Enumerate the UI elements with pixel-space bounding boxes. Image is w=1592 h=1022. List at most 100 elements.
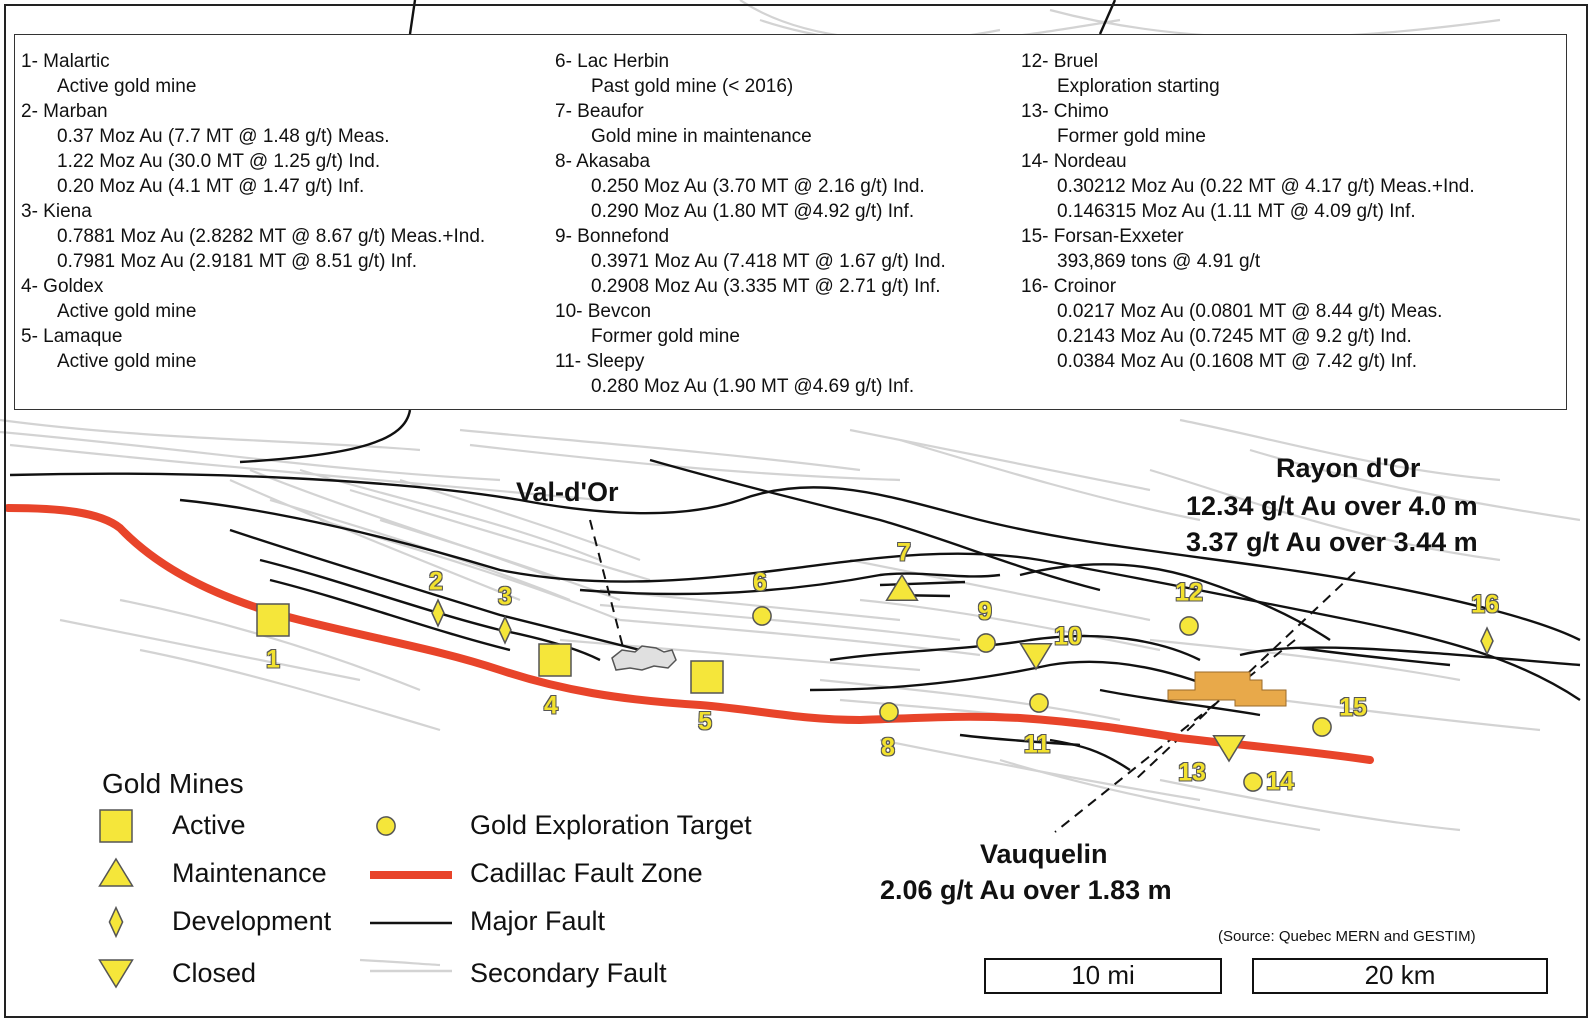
site-entry-detail: 0.2908 Moz Au (3.335 MT @ 2.71 g/t) Inf. — [591, 276, 941, 297]
active-mine-symbol — [690, 660, 724, 694]
site-entry-detail: 0.290 Moz Au (1.80 MT @4.92 g/t) Inf. — [591, 201, 915, 222]
site-entry-detail: 0.2143 Moz Au (0.7245 MT @ 9.2 g/t) Ind. — [1057, 326, 1412, 347]
site-number-label: 16 — [1471, 590, 1499, 619]
site-entry-name: 7- Beaufor — [555, 101, 644, 122]
exploration-target-symbol — [976, 633, 996, 653]
secondary-fault-line — [599, 603, 961, 642]
exploration-target-symbol — [1029, 693, 1049, 713]
secondary-fault-line — [1149, 638, 1461, 682]
secondary-fault-line — [349, 488, 651, 582]
site-number-label: 13 — [1178, 758, 1206, 787]
site-number-label: 8 — [881, 733, 895, 762]
site-entry-detail: 0.280 Moz Au (1.90 MT @4.69 g/t) Inf. — [591, 376, 915, 397]
secondary-fault-line — [1149, 468, 1501, 562]
secondary-fault-line — [0, 430, 501, 482]
secondary-faults — [0, 0, 1581, 967]
exploration-target-symbol — [1243, 772, 1263, 792]
site-entry-detail: 0.0217 Moz Au (0.0801 MT @ 8.44 g/t) Mea… — [1057, 301, 1443, 322]
site-entry-name: 11- Sleepy — [555, 351, 645, 372]
site-entry-name: 10- Bevcon — [555, 301, 652, 322]
site-entry-detail: 0.20 Moz Au (4.1 MT @ 1.47 g/t) Inf. — [57, 176, 365, 197]
info-column-1: 1- Malartic Active gold mine 2- Marban 0.37… — [21, 49, 485, 374]
site-entry-detail: 0.3971 Moz Au (7.418 MT @ 1.67 g/t) Ind. — [591, 251, 946, 272]
secondary-fault-line — [849, 558, 1151, 622]
closed-mine-symbol — [1212, 735, 1246, 763]
secondary-fault-line — [819, 678, 1121, 722]
major-fault-line — [1049, 738, 1131, 771]
exploration-target-symbol — [879, 702, 899, 722]
exploration-target-symbol — [1179, 616, 1199, 636]
site-number-label: 5 — [698, 707, 712, 736]
val-dor-leader-line — [589, 519, 626, 656]
legend-maintenance-label: Maintenance — [172, 858, 327, 888]
source-note: (Source: Quebec MERN and GESTIM) — [1218, 928, 1476, 945]
site-entry-detail: 0.7881 Moz Au (2.8282 MT @ 8.67 g/t) Mea… — [57, 226, 486, 247]
major-fault-line — [649, 458, 1101, 592]
development-mine-symbol — [431, 598, 445, 628]
info-column-3: 12- Bruel Exploration starting 13- Chimo Fo… — [1021, 49, 1475, 374]
site-number-label: 7 — [897, 538, 911, 567]
val-dor-city-outline — [611, 645, 677, 671]
secondary-fault-line — [459, 428, 861, 472]
exploration-target-symbol — [752, 606, 772, 626]
cadillac-fault-zone — [4, 504, 1374, 764]
secondary-fault-line — [229, 478, 521, 602]
maintenance-mine-symbol — [98, 857, 134, 887]
site-entry-detail: 0.146315 Moz Au (1.11 MT @ 4.09 g/t) Inf… — [1057, 201, 1416, 222]
major-fault-line — [809, 660, 1221, 692]
vauquelin-result: 2.06 g/t Au over 1.83 m — [880, 875, 1172, 905]
site-number-label: 4 — [544, 691, 558, 720]
secondary-fault-line — [139, 648, 441, 732]
site-number-label: 1 — [266, 645, 280, 674]
secondary-fault-line — [559, 638, 921, 672]
site-entry-name: 5- Lamaque — [21, 326, 123, 347]
legend-closed-label: Closed — [172, 958, 257, 988]
site-number-label: 10 — [1054, 622, 1082, 651]
secondary-fault-line — [359, 958, 441, 967]
site-entry-detail: Gold mine in maintenance — [591, 126, 812, 147]
site-info-panel: 1- Malartic Active gold mine 2- Marban 0.37… — [14, 34, 1567, 410]
maintenance-mine-symbol — [885, 573, 919, 601]
site-entry-name: 9- Bonnefond — [555, 226, 670, 247]
legend-symbols — [98, 809, 452, 989]
major-fault-line — [829, 634, 1201, 662]
site-number-label: 15 — [1339, 693, 1367, 722]
site-entry-detail: 0.37 Moz Au (7.7 MT @ 1.48 g/t) Meas. — [57, 126, 390, 147]
major-fault-line — [9, 472, 1581, 642]
major-fault-line — [269, 578, 511, 652]
secondary-fault-line — [899, 438, 1201, 522]
site-number-label: 11 — [1023, 730, 1051, 759]
legend-cadillac-label: Cadillac Fault Zone — [470, 858, 703, 888]
site-number-label: 14 — [1266, 767, 1294, 796]
major-fault-line — [579, 572, 1001, 596]
secondary-fault-line — [1179, 418, 1501, 482]
site-entry-name: 4- Goldex — [21, 276, 104, 297]
major-fault-line — [259, 558, 601, 662]
site-entry-detail: Active gold mine — [57, 351, 197, 372]
site-entry-name: 14- Nordeau — [1021, 151, 1127, 172]
site-entry-detail: Exploration starting — [1057, 76, 1220, 97]
secondary-fault-line — [1159, 778, 1461, 832]
closed-mine-symbol — [1019, 643, 1053, 671]
development-mine-symbol — [1480, 626, 1494, 656]
major-fault-line — [959, 733, 1081, 747]
site-entry-detail: 0.7981 Moz Au (2.9181 MT @ 8.51 g/t) Inf… — [57, 251, 418, 272]
closed-mine-symbol — [98, 959, 134, 989]
major-fault-line — [179, 498, 1581, 701]
exploration-target-symbol — [376, 816, 396, 836]
major-faults — [9, 0, 1581, 771]
info-column-2: 6- Lac Herbin Past gold mine (< 2016) 7- B… — [555, 49, 946, 399]
major-fault-line — [1299, 646, 1451, 667]
secondary-fault-line — [9, 443, 601, 502]
major-fault-line — [1239, 646, 1581, 667]
site-entry-name: 3- Kiena — [21, 201, 92, 222]
site-entry-detail: 1.22 Moz Au (30.0 MT @ 1.25 g/t) Ind. — [57, 151, 381, 172]
legend-development-label: Development — [172, 906, 332, 936]
site-number-label: 12 — [1175, 578, 1203, 607]
major-fault-line — [408, 0, 417, 35]
site-entry-name: 6- Lac Herbin — [555, 51, 670, 72]
legend-major-label: Major Fault — [470, 906, 606, 936]
active-mine-symbol — [256, 603, 290, 637]
